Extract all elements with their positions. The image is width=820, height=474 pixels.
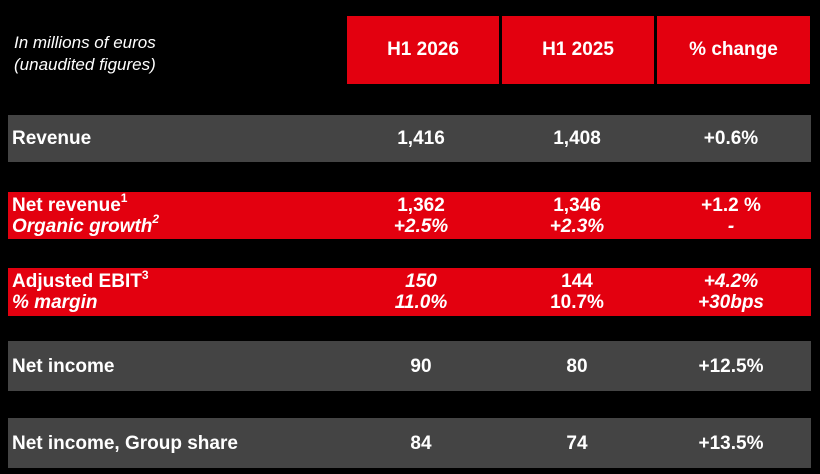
value-change: +12.5% bbox=[698, 355, 764, 377]
caption-note: (unaudited figures) bbox=[14, 55, 156, 74]
value-sub: +2.3% bbox=[549, 215, 605, 237]
value-h1-2026: 1,416 bbox=[397, 128, 445, 149]
footnote-marker: 1 bbox=[120, 191, 128, 206]
value-h1-2025: 80 bbox=[566, 355, 588, 377]
header-percent-change: % change bbox=[657, 16, 810, 84]
header-h1-2025: H1 2025 bbox=[502, 16, 654, 84]
row-label: Net income, Group share bbox=[12, 432, 238, 454]
row-sub-label: Organic growth2 bbox=[12, 213, 159, 237]
value-h1-2025: 1,346 +2.3% bbox=[502, 192, 652, 239]
row-label-group: Adjusted EBIT3 % margin bbox=[12, 268, 149, 316]
value-sub: - bbox=[727, 215, 735, 237]
value-main: 144 bbox=[561, 271, 593, 292]
value-main: 1,362 bbox=[397, 194, 445, 216]
header-h1-2026: H1 2026 bbox=[347, 16, 499, 84]
table-row-adjusted-ebit: Adjusted EBIT3 % margin 150 11.0% 144 10… bbox=[8, 268, 811, 316]
row-label: Net revenue1 bbox=[12, 192, 159, 216]
row-label-text: Adjusted EBIT bbox=[12, 271, 142, 292]
table-row-revenue: Revenue 1,416 1,408 +0.6% bbox=[8, 115, 811, 162]
value-h1-2026: 150 11.0% bbox=[346, 268, 496, 316]
row-label-group: Net revenue1 Organic growth2 bbox=[12, 192, 159, 239]
table-row-net-income-group-share: Net income, Group share 84 74 +13.5% bbox=[8, 418, 811, 468]
row-label: Adjusted EBIT3 bbox=[12, 267, 149, 292]
value-sub: +2.5% bbox=[393, 215, 449, 237]
value-h1-2025: 74 bbox=[566, 432, 588, 454]
row-sub-label-text: Organic growth bbox=[12, 215, 153, 237]
footnote-marker: 3 bbox=[141, 267, 149, 282]
value-h1-2025: 1,408 bbox=[553, 128, 601, 149]
value-sub: +30bps bbox=[697, 292, 764, 313]
row-label: Revenue bbox=[12, 128, 92, 149]
value-main: 1,346 bbox=[553, 194, 601, 216]
row-label-text: Net revenue bbox=[12, 194, 121, 216]
value-h1-2026: 84 bbox=[410, 432, 432, 454]
value-main: +1.2 % bbox=[701, 194, 761, 216]
value-h1-2025: 144 10.7% bbox=[502, 268, 652, 316]
value-main: 150 bbox=[405, 271, 437, 292]
caption-units: In millions of euros bbox=[14, 33, 156, 52]
value-h1-2026: 1,362 +2.5% bbox=[346, 192, 496, 239]
table-row-net-income: Net income 90 80 +12.5% bbox=[8, 341, 811, 391]
value-change: +1.2 % - bbox=[656, 192, 806, 239]
table-row-net-revenue: Net revenue1 Organic growth2 1,362 +2.5%… bbox=[8, 192, 811, 239]
value-main: +4.2% bbox=[703, 271, 759, 292]
value-change: +0.6% bbox=[703, 128, 759, 149]
value-change: +13.5% bbox=[698, 432, 764, 454]
value-h1-2026: 90 bbox=[410, 355, 432, 377]
table-caption: In millions of euros (unaudited figures) bbox=[14, 32, 156, 76]
value-change: +4.2% +30bps bbox=[656, 268, 806, 316]
footnote-marker: 2 bbox=[152, 212, 160, 227]
value-sub: 11.0% bbox=[394, 292, 448, 313]
row-label: Net income bbox=[12, 355, 115, 377]
row-sub-label: % margin bbox=[12, 292, 98, 313]
value-sub: 10.7% bbox=[550, 292, 604, 313]
